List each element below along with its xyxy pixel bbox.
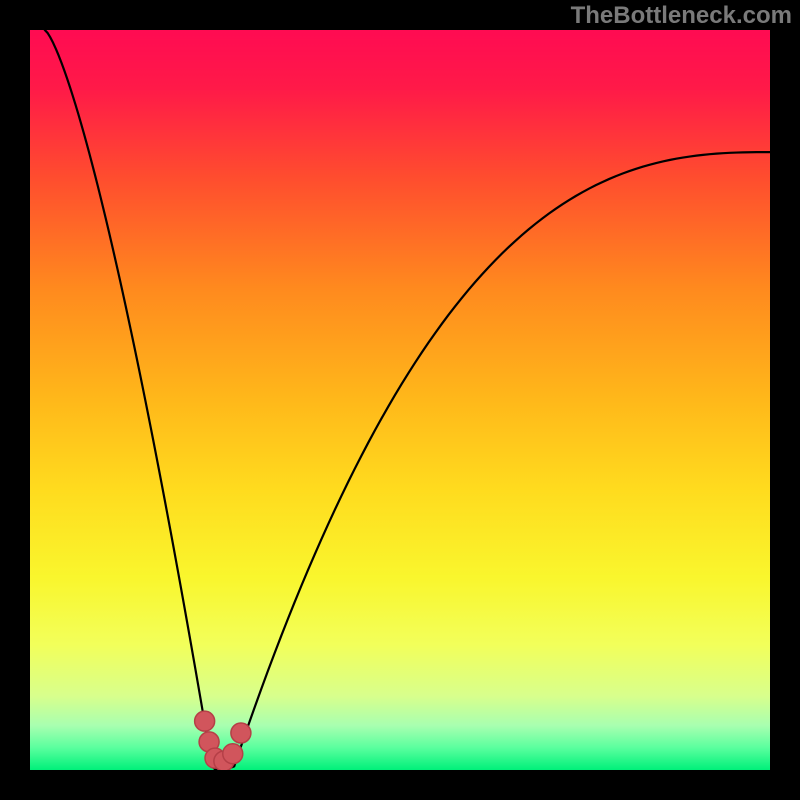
gradient-background [30,30,770,770]
valley-marker-5 [231,723,251,743]
figure-frame: TheBottleneck.com [0,0,800,800]
valley-marker-0 [195,711,215,731]
chart-svg [30,30,770,770]
watermark-label: TheBottleneck.com [571,2,792,30]
valley-marker-4 [223,744,243,764]
plot-area [30,30,770,770]
